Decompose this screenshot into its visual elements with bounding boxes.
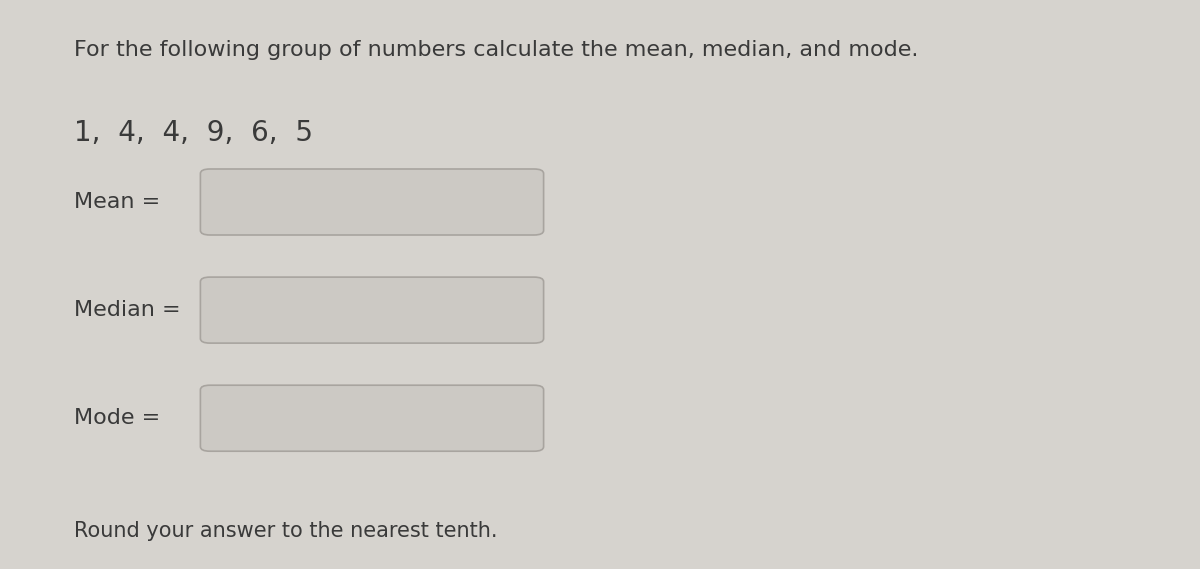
Text: Median =: Median = <box>74 300 181 320</box>
Text: Mean =: Mean = <box>74 192 161 212</box>
Text: 1,  4,  4,  9,  6,  5: 1, 4, 4, 9, 6, 5 <box>74 119 313 147</box>
FancyBboxPatch shape <box>200 169 544 235</box>
Text: For the following group of numbers calculate the mean, median, and mode.: For the following group of numbers calcu… <box>74 40 919 60</box>
FancyBboxPatch shape <box>200 385 544 451</box>
Text: Round your answer to the nearest tenth.: Round your answer to the nearest tenth. <box>74 521 498 541</box>
FancyBboxPatch shape <box>200 277 544 343</box>
Text: Mode =: Mode = <box>74 408 161 428</box>
